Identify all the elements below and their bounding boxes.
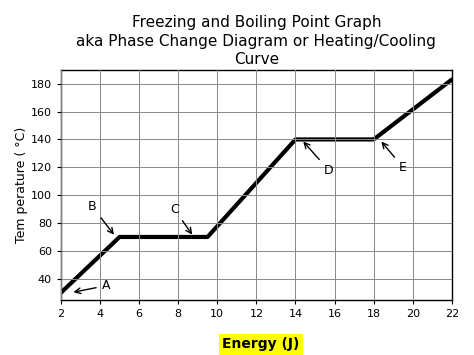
Title: Freezing and Boiling Point Graph
aka Phase Change Diagram or Heating/Cooling
Cur: Freezing and Boiling Point Graph aka Pha… — [76, 15, 437, 67]
Text: Energy (J): Energy (J) — [222, 338, 300, 351]
Text: C: C — [170, 203, 191, 234]
Text: A: A — [75, 279, 110, 294]
Text: E: E — [383, 143, 407, 174]
Text: B: B — [88, 200, 113, 234]
Y-axis label: Tem perature ( °C): Tem perature ( °C) — [15, 127, 28, 243]
Text: D: D — [304, 143, 334, 176]
